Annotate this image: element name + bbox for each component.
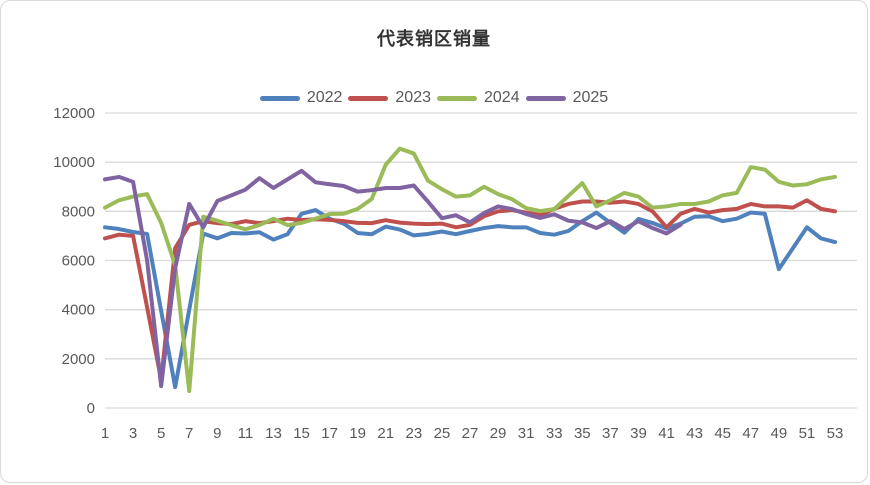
- x-tick-label: 21: [377, 425, 394, 442]
- x-tick-label: 37: [602, 425, 619, 442]
- y-tick-label: 12000: [53, 105, 95, 122]
- y-tick-label: 6000: [62, 253, 95, 270]
- x-tick-label: 5: [157, 425, 165, 442]
- series-line-2022: [103, 208, 837, 390]
- x-tick-label: 3: [129, 425, 137, 442]
- legend-label-2025: 2025: [572, 89, 609, 106]
- legend-label-2023: 2023: [395, 89, 431, 106]
- legend: 2022 2023 2024 2025: [1, 89, 867, 107]
- legend-item-2025[interactable]: 2025: [525, 89, 609, 107]
- legend-item-2022[interactable]: 2022: [259, 89, 343, 107]
- legend-swatch-2023: [348, 95, 389, 101]
- x-tick-label: 1: [101, 425, 109, 442]
- x-tick-label: 27: [462, 425, 479, 442]
- legend-swatch-2025: [525, 95, 566, 101]
- y-tick-label: 10000: [53, 154, 95, 171]
- x-tick-label: 35: [574, 425, 591, 442]
- x-tick-label: 43: [686, 425, 703, 442]
- x-tick-label: 17: [321, 425, 338, 442]
- series-line-2025: [103, 168, 683, 389]
- x-tick-label: 25: [434, 425, 451, 442]
- x-tick-label: 29: [490, 425, 507, 442]
- legend-swatch-2024: [437, 95, 477, 101]
- y-tick-label: 8000: [62, 203, 95, 220]
- legend-item-2024[interactable]: 2024: [437, 89, 520, 107]
- legend-swatch-2022: [259, 95, 300, 101]
- x-tick-label: 39: [630, 425, 647, 442]
- y-tick-label: 0: [87, 400, 95, 417]
- series-line-2023: [103, 198, 837, 382]
- x-tick-label: 9: [213, 425, 221, 442]
- legend-label-2022: 2022: [306, 89, 343, 106]
- x-tick-label: 49: [771, 425, 788, 442]
- x-tick-label: 53: [827, 425, 844, 442]
- x-tick-label: 51: [799, 425, 816, 442]
- x-tick-label: 33: [546, 425, 563, 442]
- x-tick-label: 11: [238, 425, 254, 442]
- x-tick-label: 41: [658, 425, 675, 442]
- y-tick-label: 2000: [62, 351, 95, 368]
- legend-label-2024: 2024: [484, 89, 520, 106]
- x-tick-label: 45: [714, 425, 731, 442]
- x-tick-label: 13: [265, 425, 282, 442]
- legend-item-2023[interactable]: 2023: [348, 89, 431, 107]
- x-tick-label: 31: [518, 425, 535, 442]
- x-tick-label: 15: [293, 425, 310, 442]
- series-line-2024: [103, 146, 837, 394]
- x-tick-label: 7: [185, 425, 193, 442]
- x-tick-label: 23: [406, 425, 423, 442]
- x-tick-label: 19: [349, 425, 366, 442]
- chart-title: 代表销区销量: [377, 29, 491, 49]
- x-tick-label: 47: [742, 425, 759, 442]
- y-tick-label: 4000: [62, 302, 95, 319]
